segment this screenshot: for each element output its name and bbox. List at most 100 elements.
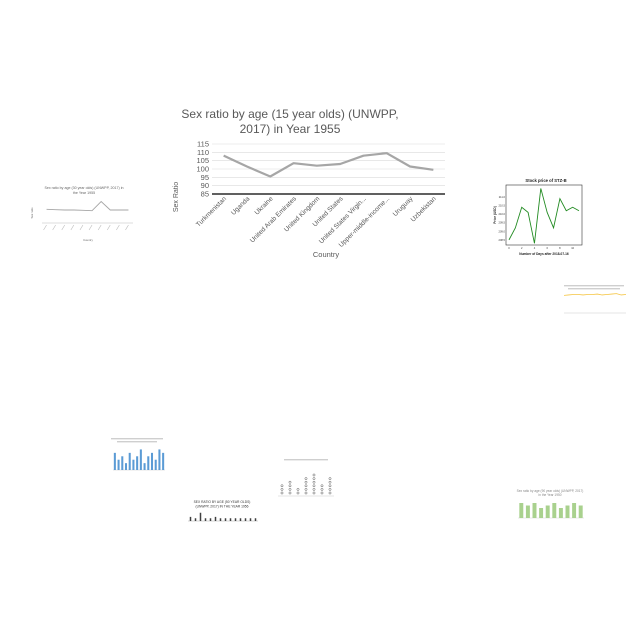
gridlines — [212, 143, 445, 195]
thumb-dot — [304, 484, 308, 488]
thumb-dot — [328, 488, 332, 491]
thumb-line-chart-30yo: Sex ratio by age (30 year olds) (UNWPP, … — [28, 183, 140, 243]
thumb-tick-mark — [52, 224, 56, 231]
thumb-bar — [209, 518, 212, 521]
main-line-chart: Sex ratio by age (15 year olds) (UNWPP, … — [160, 100, 460, 265]
thumb-tick-mark — [43, 224, 47, 231]
thumb-tick-mark — [61, 224, 66, 231]
thumb-bar — [214, 516, 217, 521]
thumb-y-tick-label: 208.5 — [499, 238, 506, 242]
thumb-dot — [296, 488, 300, 491]
thumb-bar — [244, 518, 247, 521]
thumb-bar — [162, 452, 165, 470]
thumb-dots — [280, 473, 332, 495]
y-tick-label: 100 — [196, 165, 209, 174]
thumb-bar — [239, 518, 242, 521]
thumb-bar — [249, 518, 252, 521]
thumb-tick-mark — [79, 224, 84, 231]
thumb-bar — [113, 452, 116, 470]
thumb-bar — [121, 456, 124, 470]
thumb-y-tick-label: 209.5 — [499, 221, 506, 225]
thumb-x-tick-label: 10 — [571, 246, 574, 250]
thumb-dot — [328, 480, 332, 484]
thumb-title-placeholder — [117, 441, 157, 443]
thumb-dot — [312, 491, 316, 495]
thumb-tick-mark — [116, 224, 120, 231]
thumb-bar — [139, 449, 142, 470]
x-tick-label: Uzbekistan — [410, 195, 438, 223]
thumb-blue-bar-chart — [105, 436, 169, 488]
thumb-bar — [545, 505, 550, 518]
thumb-bar — [136, 456, 139, 470]
thumb-x-tick-label: 0 — [508, 246, 510, 250]
thumb-bar — [224, 518, 227, 521]
thumb-tick-mark — [125, 224, 129, 231]
thumb-x-tick-label: 4 — [534, 246, 536, 250]
thumb-bar — [199, 512, 202, 521]
thumb-yellow-line-chart — [558, 283, 630, 323]
thumb-dot — [320, 488, 324, 491]
thumb-bar — [578, 505, 583, 518]
thumb-x-tick-labels: 0 2 4 6 8 10 — [508, 246, 574, 250]
y-tick-label: 95 — [201, 173, 209, 182]
thumb-dot — [280, 484, 284, 488]
thumb-y-tick-label: 211.0 — [499, 195, 506, 199]
thumb-x-tick-marks — [43, 224, 129, 231]
thumb-dot — [312, 488, 316, 491]
thumb-title-line2: the Year 1955 — [73, 191, 95, 195]
thumb-dot — [320, 484, 324, 488]
x-axis-label: Country — [313, 250, 340, 259]
thumb-ylabel: Price (USD) — [493, 206, 497, 224]
thumb-xlabel: Country — [83, 238, 93, 242]
thumb-bar — [117, 459, 120, 470]
x-tick-label: Uruguay — [392, 195, 415, 218]
thumb-title-line2: in the Year 1950 — [538, 493, 561, 497]
y-tick-label: 115 — [197, 140, 209, 149]
thumb-bar — [219, 518, 222, 521]
thumb-tick-mark — [70, 224, 75, 231]
thumb-dot — [280, 491, 284, 495]
thumb-title-line2: (UNWPP, 2017) IN THE YEAR 1956 — [196, 505, 249, 509]
thumb-dot — [304, 491, 308, 495]
thumb-bar — [525, 505, 530, 518]
thumb-bar — [204, 518, 207, 521]
y-tick-label: 90 — [201, 181, 209, 190]
thumb-dot — [288, 488, 292, 491]
thumb-dot — [288, 480, 292, 484]
thumb-dot — [328, 484, 332, 488]
thumb-dot — [312, 473, 316, 477]
thumb-tick-mark — [88, 224, 93, 231]
thumb-title-placeholder — [284, 459, 328, 461]
thumb-svg: SEX RATIO BY AGE (50 YEAR OLDS) (UNWPP, … — [188, 500, 258, 522]
thumb-ylabel: Sex ratio — [30, 207, 34, 218]
thumb-dark-bar-chart: SEX RATIO BY AGE (50 YEAR OLDS) (UNWPP, … — [180, 497, 262, 539]
thumb-bar — [194, 518, 197, 521]
thumb-dot — [328, 491, 332, 495]
series-group — [223, 152, 434, 178]
thumb-dot — [312, 484, 316, 488]
thumb-xlabel: Number of Days after 2018-07-16 — [519, 252, 569, 256]
series-line — [223, 152, 434, 178]
thumb-series-line — [46, 200, 129, 212]
thumb-bars — [189, 512, 257, 521]
thumb-plot-frame — [505, 184, 583, 246]
thumb-bar — [565, 505, 570, 518]
thumb-svg — [111, 438, 165, 471]
thumb-dot — [304, 488, 308, 491]
thumb-dot — [320, 491, 324, 495]
main-chart-svg: Sex ratio by age (15 year olds) (UNWPP, … — [173, 107, 445, 259]
thumb-bars — [113, 449, 165, 470]
thumb-bar — [254, 518, 257, 521]
chart-title-line2: 2017) in Year 1955 — [240, 122, 341, 136]
thumb-y-tick-label: 210.0 — [499, 212, 506, 216]
thumb-green-bar-chart: Sex ratio by age (90 year olds) (UNWPP, … — [510, 486, 588, 538]
thumb-tick-mark — [106, 224, 111, 231]
thumb-y-tick-label: 210.5 — [499, 204, 506, 208]
thumb-bar — [539, 508, 544, 518]
thumb-dot — [328, 477, 332, 480]
thumb-dot — [304, 477, 308, 480]
thumb-bar — [558, 508, 563, 518]
thumb-dot — [280, 488, 284, 491]
